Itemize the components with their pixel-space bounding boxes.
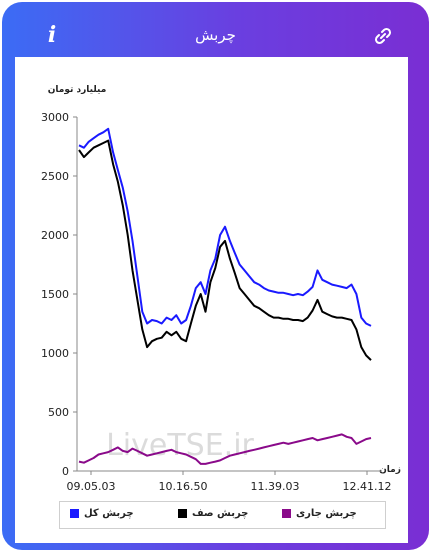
y-tick-label: 500 <box>48 406 69 419</box>
y-tick-label: 1500 <box>41 288 69 301</box>
legend-item-queue: چربش صف <box>178 508 248 519</box>
chart-panel: میلیارد تومان زمان LiveTSE.ir 0 500 1000 15… <box>15 57 408 543</box>
y-tick-label: 0 <box>62 465 69 478</box>
legend-label-current: چربش جاری <box>296 508 357 519</box>
page-title: چربش <box>195 26 236 44</box>
watermark: LiveTSE.ir <box>106 428 254 463</box>
chart: میلیارد تومان زمان LiveTSE.ir 0 500 1000 15… <box>41 85 401 493</box>
x-tick-label: 10.16.50 <box>159 480 208 493</box>
series-line-queue <box>78 139 372 361</box>
legend-swatch-current <box>282 508 291 518</box>
series-line-total <box>78 127 372 327</box>
series-line-current <box>78 433 372 465</box>
app-window: i چربش میلیارد تومان زمان LiveTSE.ir 0 50… <box>2 2 429 550</box>
link-icon[interactable] <box>373 26 393 46</box>
header: i چربش <box>2 2 429 60</box>
y-tick-label: 1000 <box>41 347 69 360</box>
legend-label-total: چربش کل <box>84 508 134 519</box>
legend-item-total: چربش کل <box>70 508 134 519</box>
y-tick-label: 2500 <box>41 170 69 183</box>
legend-swatch-total <box>70 508 79 518</box>
x-axis-label: زمان <box>379 465 401 475</box>
x-tick-label: 09.05.03 <box>67 480 116 493</box>
legend: چربش کل چربش صف چربش جاری <box>59 501 386 529</box>
y-tick-label: 3000 <box>41 111 69 124</box>
info-icon[interactable]: i <box>47 22 57 48</box>
x-tick-label: 11.39.03 <box>251 480 300 493</box>
y-tick-label: 2000 <box>41 229 69 242</box>
y-axis-label: میلیارد تومان <box>48 85 107 95</box>
x-tick-label: 12.41.12 <box>343 480 392 493</box>
legend-label-queue: چربش صف <box>192 508 249 519</box>
legend-item-current: چربش جاری <box>282 508 357 519</box>
legend-swatch-queue <box>178 508 187 518</box>
